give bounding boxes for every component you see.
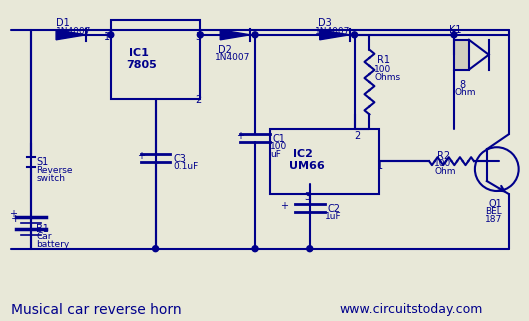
- Text: Ohm: Ohm: [434, 167, 455, 176]
- Text: R1: R1: [377, 55, 390, 65]
- Text: +: +: [236, 131, 244, 141]
- Text: 3: 3: [195, 32, 202, 42]
- Text: 2: 2: [354, 131, 361, 141]
- Text: switch: switch: [36, 174, 65, 183]
- Text: S1: S1: [36, 157, 49, 167]
- Text: C1: C1: [273, 134, 286, 144]
- Text: C2: C2: [327, 204, 341, 214]
- Text: +: +: [10, 209, 17, 219]
- Text: 1: 1: [377, 161, 384, 171]
- Text: Car: Car: [36, 232, 52, 241]
- Text: 1uF: 1uF: [325, 212, 341, 221]
- Text: uF: uF: [270, 150, 281, 159]
- Circle shape: [152, 246, 159, 252]
- Circle shape: [108, 32, 114, 38]
- Text: +: +: [136, 151, 144, 161]
- Text: 7805: 7805: [127, 60, 158, 70]
- Text: 1: 1: [104, 32, 110, 42]
- Text: 1N4007: 1N4007: [56, 27, 92, 36]
- Text: 187: 187: [485, 215, 502, 224]
- Text: 2: 2: [195, 94, 202, 105]
- Text: 1N4007: 1N4007: [315, 27, 350, 36]
- Text: +: +: [280, 201, 288, 211]
- Text: 8: 8: [459, 80, 465, 90]
- Text: Ohm: Ohm: [454, 88, 476, 97]
- Text: battery: battery: [36, 240, 69, 249]
- Circle shape: [252, 246, 258, 252]
- Text: 3: 3: [305, 192, 311, 202]
- Text: IC1: IC1: [129, 48, 149, 58]
- Text: K1: K1: [449, 25, 461, 35]
- Text: 1N4007: 1N4007: [215, 53, 251, 62]
- Text: IC2: IC2: [293, 149, 313, 159]
- Text: 100: 100: [434, 159, 451, 168]
- Text: D3: D3: [318, 18, 332, 28]
- Text: Q1: Q1: [489, 199, 503, 209]
- Polygon shape: [220, 30, 250, 40]
- Text: 100: 100: [375, 65, 391, 74]
- Text: UM66: UM66: [289, 161, 325, 171]
- Text: Musical car reverse horn: Musical car reverse horn: [11, 303, 182, 317]
- Circle shape: [451, 32, 457, 38]
- Text: BEL: BEL: [485, 207, 501, 216]
- Text: Ohms: Ohms: [375, 73, 400, 82]
- Text: D1: D1: [56, 18, 70, 28]
- Text: R2: R2: [437, 151, 450, 161]
- Circle shape: [197, 32, 203, 38]
- Text: +: +: [11, 214, 20, 224]
- Circle shape: [252, 32, 258, 38]
- Text: B1: B1: [36, 224, 49, 234]
- Text: Reverse: Reverse: [36, 166, 72, 175]
- Circle shape: [307, 246, 313, 252]
- Text: 0.1uF: 0.1uF: [174, 162, 199, 171]
- Polygon shape: [320, 30, 350, 40]
- Text: D2: D2: [218, 45, 232, 55]
- Polygon shape: [56, 30, 86, 40]
- Text: 100: 100: [270, 142, 287, 151]
- Text: www.circuitstoday.com: www.circuitstoday.com: [340, 303, 483, 317]
- Bar: [454, 40, 469, 70]
- Circle shape: [352, 32, 358, 38]
- Text: C3: C3: [174, 154, 186, 164]
